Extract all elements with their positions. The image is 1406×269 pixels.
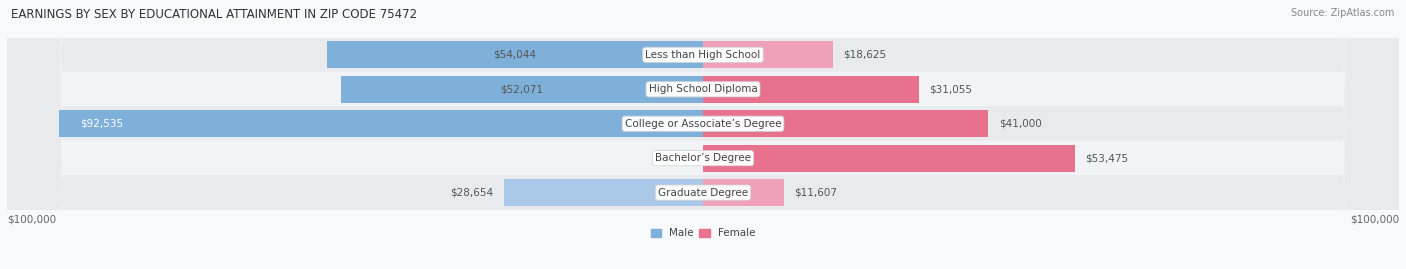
Text: Bachelor’s Degree: Bachelor’s Degree	[655, 153, 751, 163]
Text: Less than High School: Less than High School	[645, 50, 761, 60]
Text: $100,000: $100,000	[7, 215, 56, 225]
Text: $11,607: $11,607	[794, 187, 837, 198]
Text: $92,535: $92,535	[80, 119, 122, 129]
FancyBboxPatch shape	[7, 0, 1399, 269]
Bar	[340, 76, 703, 103]
FancyBboxPatch shape	[7, 0, 1399, 269]
Bar	[703, 145, 1076, 172]
Text: $28,654: $28,654	[450, 187, 494, 198]
Text: $18,625: $18,625	[844, 50, 886, 60]
Bar	[59, 110, 703, 137]
Bar	[703, 179, 783, 206]
Text: $52,071: $52,071	[501, 84, 543, 94]
Text: $31,055: $31,055	[929, 84, 973, 94]
Bar	[326, 41, 703, 68]
Legend: Male, Female: Male, Female	[647, 224, 759, 242]
Text: High School Diploma: High School Diploma	[648, 84, 758, 94]
FancyBboxPatch shape	[7, 0, 1399, 269]
Bar	[703, 41, 832, 68]
Text: Source: ZipAtlas.com: Source: ZipAtlas.com	[1291, 8, 1395, 18]
Text: Graduate Degree: Graduate Degree	[658, 187, 748, 198]
FancyBboxPatch shape	[7, 0, 1399, 269]
Text: $0: $0	[672, 153, 686, 163]
FancyBboxPatch shape	[7, 0, 1399, 269]
Text: $54,044: $54,044	[494, 50, 537, 60]
Text: $41,000: $41,000	[998, 119, 1042, 129]
Text: $53,475: $53,475	[1085, 153, 1129, 163]
Text: EARNINGS BY SEX BY EDUCATIONAL ATTAINMENT IN ZIP CODE 75472: EARNINGS BY SEX BY EDUCATIONAL ATTAINMEN…	[11, 8, 418, 21]
Bar	[703, 110, 988, 137]
Text: College or Associate’s Degree: College or Associate’s Degree	[624, 119, 782, 129]
Text: $100,000: $100,000	[1350, 215, 1399, 225]
Bar	[503, 179, 703, 206]
Bar	[703, 76, 920, 103]
